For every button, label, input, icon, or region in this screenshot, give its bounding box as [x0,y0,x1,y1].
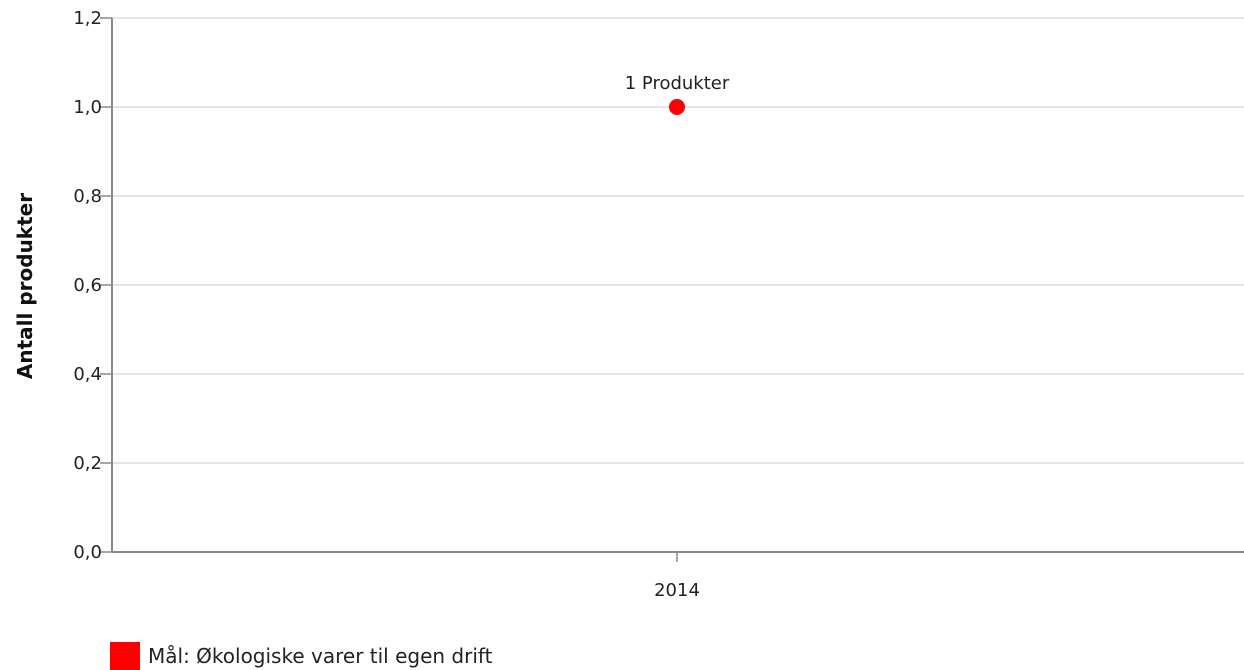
legend-swatch [110,642,140,670]
data-points: 1 Produkter [625,73,730,115]
y-tick-label: 0,8 [73,186,102,207]
y-tick-label: 1,2 [73,8,102,29]
y-tick-label: 0,4 [73,364,102,385]
y-axis-ticks: 0,0 0,2 0,4 0,6 0,8 1,0 1,2 [73,8,112,563]
y-tick-label: 0,2 [73,453,102,474]
data-label: 1 Produkter [625,73,730,94]
x-axis-ticks: 2014 [654,552,700,601]
legend-label: Mål: Økologiske varer til egen drift [148,644,493,668]
legend[interactable]: Mål: Økologiske varer til egen drift [110,642,492,670]
y-tick-label: 0,0 [73,542,102,563]
x-tick-label: 2014 [654,580,700,601]
y-tick-label: 0,6 [73,275,102,296]
data-point [669,99,685,115]
y-axis-title: Antall produkter [13,193,37,379]
y-tick-label: 1,0 [73,97,102,118]
